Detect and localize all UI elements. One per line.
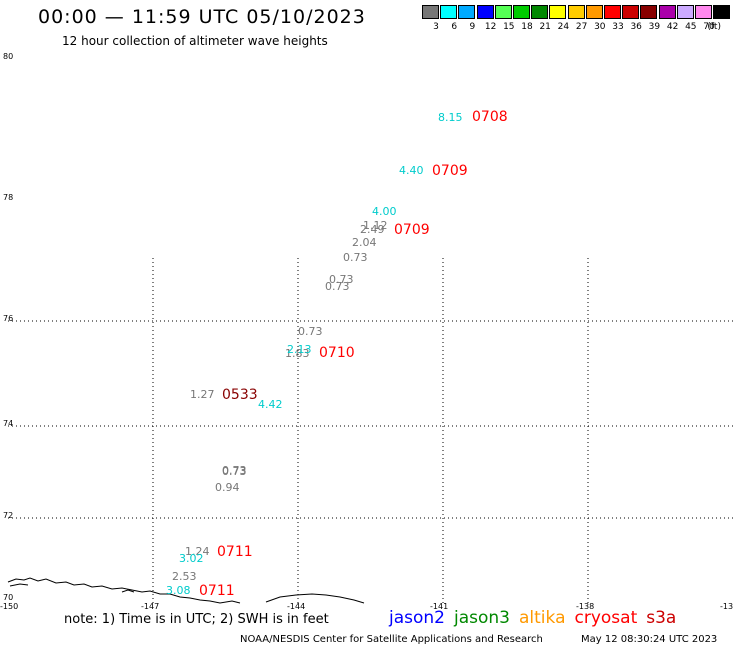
legend-unit: (ft): [707, 22, 721, 32]
legend-swatch: [440, 5, 458, 19]
satellite-legend: jason2 jason3 altika cryosat s3a: [389, 608, 685, 628]
pass-time-label: 0533: [222, 387, 258, 403]
coastline: [7, 577, 365, 604]
wave-height-value: 2.13: [287, 343, 312, 356]
wave-height-value: 3.08: [166, 584, 191, 597]
legend-label: 45: [685, 22, 697, 32]
map-subtitle: 12 hour collection of altimeter wave hei…: [62, 34, 328, 48]
pass-time-label: 0710: [319, 345, 355, 361]
satellite-name: altika: [519, 608, 566, 628]
pass-time-label: 0709: [394, 222, 430, 238]
wave-height-value: 1.12: [363, 219, 388, 232]
wave-height-value: 8.15: [438, 111, 463, 124]
satellite-name: jason2: [389, 608, 445, 628]
latitude-tick-label: 72: [3, 511, 13, 520]
wave-height-value: 1.27: [190, 388, 215, 401]
wave-height-value: 0.73: [329, 273, 354, 286]
legend-label: 6: [451, 22, 458, 32]
legend-label: 9: [469, 22, 476, 32]
wave-height-value: 0.94: [215, 481, 240, 494]
legend-swatch: [531, 5, 549, 19]
legend-swatch: [713, 5, 731, 19]
legend-swatch: [622, 5, 640, 19]
longitude-tick-label: -150: [0, 602, 18, 611]
latitude-tick-label: 76: [3, 314, 13, 323]
satellite-name: s3a: [646, 608, 677, 628]
legend-swatch: [513, 5, 530, 19]
legend-label: 42: [666, 22, 679, 32]
coastline-shape: [265, 593, 365, 604]
legend-swatch: [640, 5, 658, 19]
coastline-shape: [121, 589, 135, 593]
legend-swatch: [676, 5, 694, 19]
legend-swatch: [567, 5, 585, 19]
pass-time-labels: 0708 0709 0709 0710 0533 0711 0711: [199, 109, 508, 599]
legend-label: 27: [575, 22, 588, 32]
wave-height-value: 4.00: [372, 205, 397, 218]
wave-height-labels: 8.154.404.001.122.492.040.730.730.730.73…: [166, 111, 463, 597]
map-grid: [8, 258, 735, 603]
wave-height-value: 0.73: [343, 251, 368, 264]
pass-time-label: 0709: [432, 163, 468, 179]
coastline-shape: [9, 583, 29, 587]
latitude-tick-label: 70: [3, 593, 13, 602]
wave-height-value: 3.02: [179, 552, 204, 565]
legend-label: 3: [433, 22, 439, 32]
satellite-name: cryosat: [574, 608, 638, 628]
legend-label: 12: [484, 22, 497, 32]
legend-label: 30: [594, 22, 606, 32]
legend-label: 24: [557, 22, 570, 32]
legend-label: 21: [539, 22, 551, 32]
pass-time-label: 0708: [472, 109, 508, 125]
legend-label: 33: [612, 22, 624, 32]
legend-swatch: [458, 5, 476, 19]
wave-height-value: 2.53: [172, 570, 197, 583]
wave-height-value: 4.42: [258, 398, 283, 411]
legend-swatch: [695, 5, 712, 19]
legend-swatch: [494, 5, 512, 19]
longitude-tick-label: -138: [576, 602, 594, 611]
wave-height-value: 0.73: [222, 464, 247, 477]
axis-tick-labels: 80 78 76 74 72 70-150 -147 -144 -141 -138 -13: [0, 52, 733, 611]
legend-swatch: [476, 5, 494, 19]
latitude-tick-label: 74: [3, 419, 13, 428]
wave-height-value: 4.40: [399, 164, 424, 177]
longitude-tick-label: -147: [141, 602, 159, 611]
legend-label: 39: [648, 22, 661, 32]
footnote: note: 1) Time is in UTC; 2) SWH is in fe…: [64, 612, 329, 627]
map-title: 00:00 — 11:59 UTC 05/10/2023: [38, 6, 366, 28]
legend-swatch: [585, 5, 603, 19]
wave-height-value: 1.83: [285, 347, 310, 360]
wave-height-value: 0.73: [222, 465, 247, 478]
pass-time-label: 0711: [199, 583, 235, 599]
legend-label: 18: [521, 22, 533, 32]
credit-line: NOAA/NESDIS Center for Satellite Applica…: [240, 634, 543, 645]
pass-time-label: 0711: [217, 544, 253, 560]
legend-label: 15: [503, 22, 515, 32]
legend-label: 70: [703, 22, 715, 32]
coastline-shape: [7, 577, 241, 604]
longitude-tick-label: -141: [430, 602, 448, 611]
wave-height-value: 1.24: [185, 545, 210, 558]
latitude-tick-label: 80: [3, 52, 13, 61]
longitude-tick-label: -144: [287, 602, 305, 611]
legend-label: 36: [630, 22, 642, 32]
longitude-tick-label: -13: [720, 602, 733, 611]
wave-height-value: 2.49: [360, 223, 385, 236]
wave-height-value: 2.04: [352, 236, 377, 249]
latitude-tick-label: 78: [3, 193, 13, 202]
generated-timestamp: May 12 08:30:24 UTC 2023: [581, 634, 718, 645]
wave-height-value: 0.73: [298, 325, 323, 338]
legend-swatch: [658, 5, 676, 19]
satellite-name: jason3: [454, 608, 510, 628]
legend-swatch: [604, 5, 621, 19]
legend-swatch: [422, 5, 439, 19]
legend-swatch: [549, 5, 567, 19]
wave-height-value: 0.73: [325, 280, 350, 293]
